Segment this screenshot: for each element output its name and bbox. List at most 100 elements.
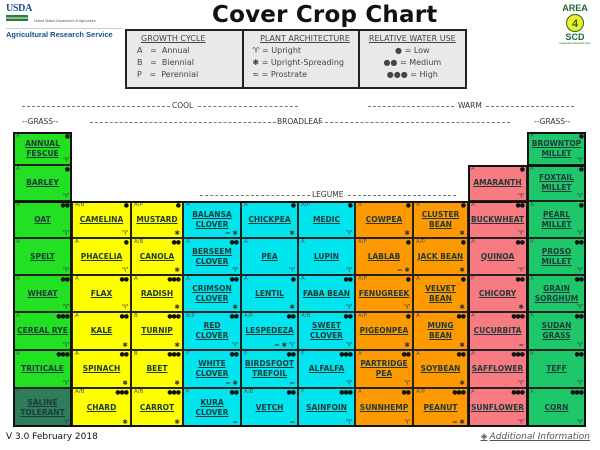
crop-name-link[interactable]: LENTIL [255, 288, 284, 298]
crop-name-link[interactable]: CORN [544, 402, 569, 412]
crop-name-link[interactable]: SPINACH [82, 364, 121, 373]
crop-cell[interactable]: A ●●● CUCURBITA ≈ [468, 312, 527, 350]
crop-cell[interactable]: A ●●● CEREAL RYE ♈ [13, 312, 72, 350]
crop-name-link[interactable]: SAFFLOWER [471, 364, 524, 373]
crop-name-link[interactable]: SWEET CLOVER [310, 321, 343, 340]
crop-name-link[interactable]: PROSO MILLET [541, 246, 572, 266]
crop-cell[interactable]: A ●●● CORN ♈ [527, 388, 586, 427]
crop-cell[interactable]: A/P ● MEDIC ♈ [298, 201, 355, 238]
crop-name-link[interactable]: RADISH [140, 288, 174, 298]
crop-cell[interactable]: A/P ● LABLAB ≈ ✱ [355, 238, 413, 275]
crop-cell[interactable]: B ●●● TURNIP ✱ [131, 312, 183, 350]
crop-name-link[interactable]: ANNUAL FESCUE [25, 138, 60, 158]
crop-name-link[interactable]: FLAX [90, 288, 113, 298]
crop-name-link[interactable]: QUINOA [480, 251, 515, 261]
crop-name-link[interactable]: VETCH [255, 402, 284, 412]
crop-cell[interactable]: A ● PHACELIA ♈ [72, 238, 131, 275]
crop-name-link[interactable]: CAMELINA [79, 214, 124, 224]
crop-name-link[interactable]: MEDIC [312, 214, 341, 224]
crop-cell[interactable]: A ●● SUNNHEMP ♈ [355, 388, 413, 427]
crop-name-link[interactable]: BARLEY [26, 178, 59, 187]
crop-name-link[interactable]: CARROT [139, 402, 175, 412]
crop-name-link[interactable]: RED CLOVER [195, 321, 229, 340]
crop-cell[interactable]: A/B ●● CANOLA ✱ [131, 238, 183, 275]
crop-name-link[interactable]: MUSTARD [136, 214, 178, 224]
crop-cell[interactable]: A ●● OAT ♈ [13, 201, 72, 238]
crop-name-link[interactable]: TRITICALE [21, 364, 64, 373]
crop-name-link[interactable]: SUNNHEMP [359, 402, 409, 412]
crop-name-link[interactable]: MUNG BEAN [427, 321, 454, 340]
crop-name-link[interactable]: FENUGREEK [358, 288, 410, 298]
crop-name-link[interactable]: KALE [90, 326, 113, 335]
crop-cell[interactable]: A ● CLUSTER BEAN ✱ [413, 201, 468, 238]
crop-cell[interactable]: A ● LENTIL ✱ [241, 275, 298, 312]
crop-name-link[interactable]: LUPIN [313, 251, 340, 261]
crop-name-link[interactable]: BALANSA CLOVER [192, 209, 232, 229]
crop-cell[interactable]: A ● PEARL MILLET ♈ [527, 201, 586, 238]
crop-name-link[interactable]: LESPEDEZA [245, 326, 294, 335]
crop-name-link[interactable]: WHITE CLOVER [195, 359, 229, 378]
crop-cell[interactable]: A/B ●● VETCH ≈ [241, 388, 298, 427]
crop-cell[interactable]: A PEA ♈ [241, 238, 298, 275]
crop-cell[interactable]: A ●●● SUNFLOWER ♈ [468, 388, 527, 427]
crop-name-link[interactable]: PEANUT [423, 402, 458, 412]
crop-cell[interactable]: P SALINE TOLERANT ♈ [13, 388, 72, 427]
crop-name-link[interactable]: ALFALFA [308, 364, 345, 373]
crop-name-link[interactable]: CLUSTER BEAN [421, 209, 460, 229]
crop-name-link[interactable]: BROWNTOP MILLET [531, 138, 582, 158]
crop-cell[interactable]: A ● FOXTAIL MILLET ♈ [527, 165, 586, 201]
crop-cell[interactable]: A ● BROWNTOP MILLET ♈ [527, 132, 586, 165]
crop-cell[interactable]: A ● VELVET BEAN ✱ [413, 275, 468, 312]
crop-cell[interactable]: P ●●● SAINFOIN ♈ [298, 388, 355, 427]
crop-cell[interactable]: A ●●● SAFFLOWER ♈ [468, 350, 527, 388]
crop-name-link[interactable]: PEARL MILLET [541, 209, 572, 229]
crop-name-link[interactable]: WHEAT [27, 288, 58, 298]
crop-cell[interactable]: A ● AMARANTH ♈ [468, 165, 527, 201]
crop-name-link[interactable]: FABA BEAN [302, 288, 351, 298]
crop-cell[interactable]: A/P ● PIGEONPEA ✱ [355, 312, 413, 350]
crop-cell[interactable]: P ●● BIRDSFOOT TREFOIL ≈ [241, 350, 298, 388]
crop-cell[interactable]: P ●●● ALFALFA ♈ [298, 350, 355, 388]
crop-name-link[interactable]: KURA CLOVER [195, 397, 229, 417]
crop-cell[interactable]: A ●● FLAX ♈ [72, 275, 131, 312]
crop-name-link[interactable]: PARTRIDGE PEA [360, 359, 408, 378]
crop-cell[interactable]: A ●● SPINACH ✱ [72, 350, 131, 388]
crop-cell[interactable]: A ● COWPEA ✱ [355, 201, 413, 238]
crop-name-link[interactable]: GRAIN SORGHUM [534, 283, 579, 303]
crop-cell[interactable]: A ●● TEFF ♈ [527, 350, 586, 388]
crop-cell[interactable]: A ●● BUCKWHEAT ♈ [468, 201, 527, 238]
crop-name-link[interactable]: SOYBEAN [420, 364, 461, 373]
crop-cell[interactable]: A LUPIN ♈ [298, 238, 355, 275]
crop-cell[interactable]: A ●● MUNG BEAN ✱ [413, 312, 468, 350]
crop-cell[interactable]: B ●●● BEET ✱ [131, 350, 183, 388]
crop-name-link[interactable]: TEFF [546, 364, 567, 373]
crop-name-link[interactable]: VELVET BEAN [425, 283, 456, 303]
crop-name-link[interactable]: COWPEA [365, 214, 403, 224]
crop-cell[interactable]: A ●● GRAIN SORGHUM ♈ [527, 275, 586, 312]
crop-name-link[interactable]: BIRDSFOOT TREFOIL [245, 359, 294, 378]
crop-name-link[interactable]: OAT [34, 214, 51, 224]
crop-name-link[interactable]: CRIMSON CLOVER [192, 283, 232, 303]
crop-cell[interactable]: A ●● WHEAT ♈ [13, 275, 72, 312]
crop-cell[interactable]: A/P ●● LESPEDEZA ≈ ✱ ♈ [241, 312, 298, 350]
crop-cell[interactable]: P ●● KURA CLOVER ≈ [183, 388, 241, 427]
crop-cell[interactable]: A ●● BERSEEM CLOVER ♈ [183, 238, 241, 275]
crop-name-link[interactable]: CUCURBITA [473, 326, 522, 335]
crop-cell[interactable]: A ●●● TRITICALE ♈ [13, 350, 72, 388]
crop-cell[interactable]: A/B ●● SWEET CLOVER ♈ [298, 312, 355, 350]
crop-cell[interactable]: A ●● KALE ✱ [72, 312, 131, 350]
crop-name-link[interactable]: FOXTAIL MILLET [539, 173, 574, 192]
crop-cell[interactable]: A/B ●●● CHARD ✱ [72, 388, 131, 427]
crop-cell[interactable]: P ●● WHITE CLOVER ≈ ✱ [183, 350, 241, 388]
crop-cell[interactable]: A ●● SUDAN GRASS ♈ [527, 312, 586, 350]
crop-name-link[interactable]: SUDAN GRASS [541, 321, 572, 340]
crop-name-link[interactable]: SAINFOIN [306, 402, 347, 412]
crop-name-link[interactable]: BEET [146, 364, 168, 373]
crop-cell[interactable]: A/P ● FENUGREEK ♈ [355, 275, 413, 312]
crop-cell[interactable]: A ●● FABA BEAN ♈ [298, 275, 355, 312]
crop-cell[interactable]: P ●● CHICORY ✱ [468, 275, 527, 312]
crop-cell[interactable]: A/P ● JACK BEAN ✱ [413, 238, 468, 275]
crop-name-link[interactable]: CHARD [86, 402, 117, 412]
crop-name-link[interactable]: CANOLA [139, 251, 175, 261]
crop-cell[interactable]: A BALANSA CLOVER ≈ ✱ [183, 201, 241, 238]
